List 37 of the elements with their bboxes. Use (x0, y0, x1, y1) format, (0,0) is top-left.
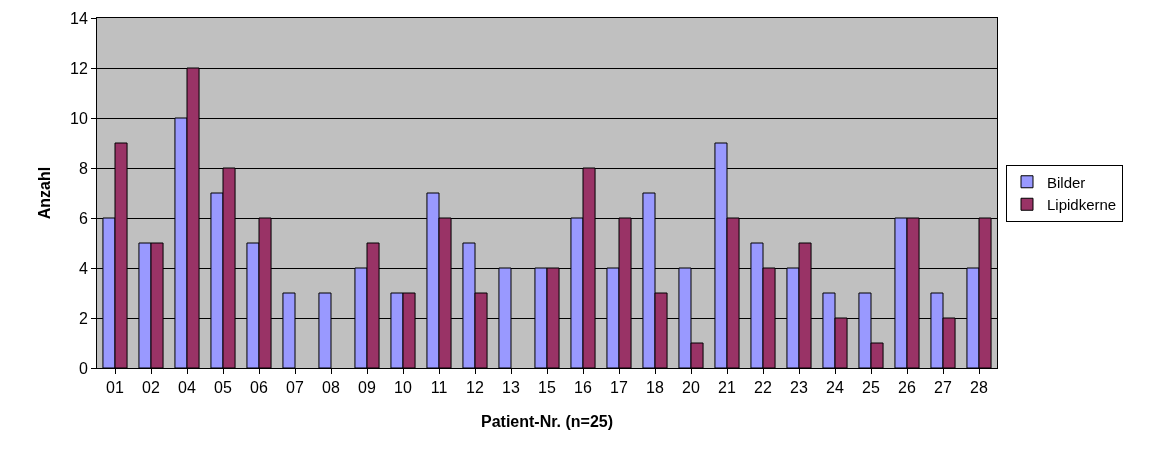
x-tick-label: 02 (142, 379, 160, 397)
y-tick-label: 8 (78, 159, 88, 177)
x-tick-label: 11 (430, 379, 448, 397)
x-tick-label: 06 (250, 379, 268, 397)
x-tick-label: 17 (610, 379, 628, 397)
x-tick-label: 22 (754, 379, 772, 397)
y-tick-label: 2 (78, 309, 88, 327)
x-tick-label: 04 (178, 379, 196, 397)
x-axis-title: Patient-Nr. (n=25) (480, 412, 614, 430)
x-tick-label: 25 (862, 379, 880, 397)
x-tick-label: 16 (574, 379, 592, 397)
x-tick-label: 08 (322, 379, 340, 397)
x-tick-label: 26 (898, 379, 916, 397)
x-tick-label: 18 (646, 379, 664, 397)
y-tick-label: 10 (70, 109, 88, 127)
x-tick-label: 21 (718, 379, 736, 397)
x-tick-label: 27 (934, 379, 952, 397)
x-tick-label: 09 (358, 379, 376, 397)
x-tick-label: 24 (826, 379, 844, 397)
y-tick-label: 0 (78, 359, 88, 377)
y-tick-label: 6 (78, 209, 88, 227)
x-tick-label: 01 (106, 379, 124, 397)
x-tick-label: 28 (970, 379, 988, 397)
x-tick-label: 20 (682, 379, 700, 397)
x-tick-label: 07 (286, 379, 304, 397)
x-tick-label: 12 (466, 379, 484, 397)
x-tick-label: 13 (502, 379, 520, 397)
x-tick-label: 15 (538, 379, 556, 397)
x-tick-label: 10 (394, 379, 412, 397)
x-tick-label: 05 (214, 379, 232, 397)
y-tick-label: 12 (70, 59, 88, 77)
y-tick-label: 4 (78, 259, 88, 277)
y-axis-title: Anzahl (35, 166, 53, 220)
legend-label: Lipidkerne (1047, 196, 1117, 214)
x-tick-label: 23 (790, 379, 808, 397)
y-tick-label: 14 (70, 9, 88, 27)
legend-label: Bilder (1047, 173, 1086, 191)
